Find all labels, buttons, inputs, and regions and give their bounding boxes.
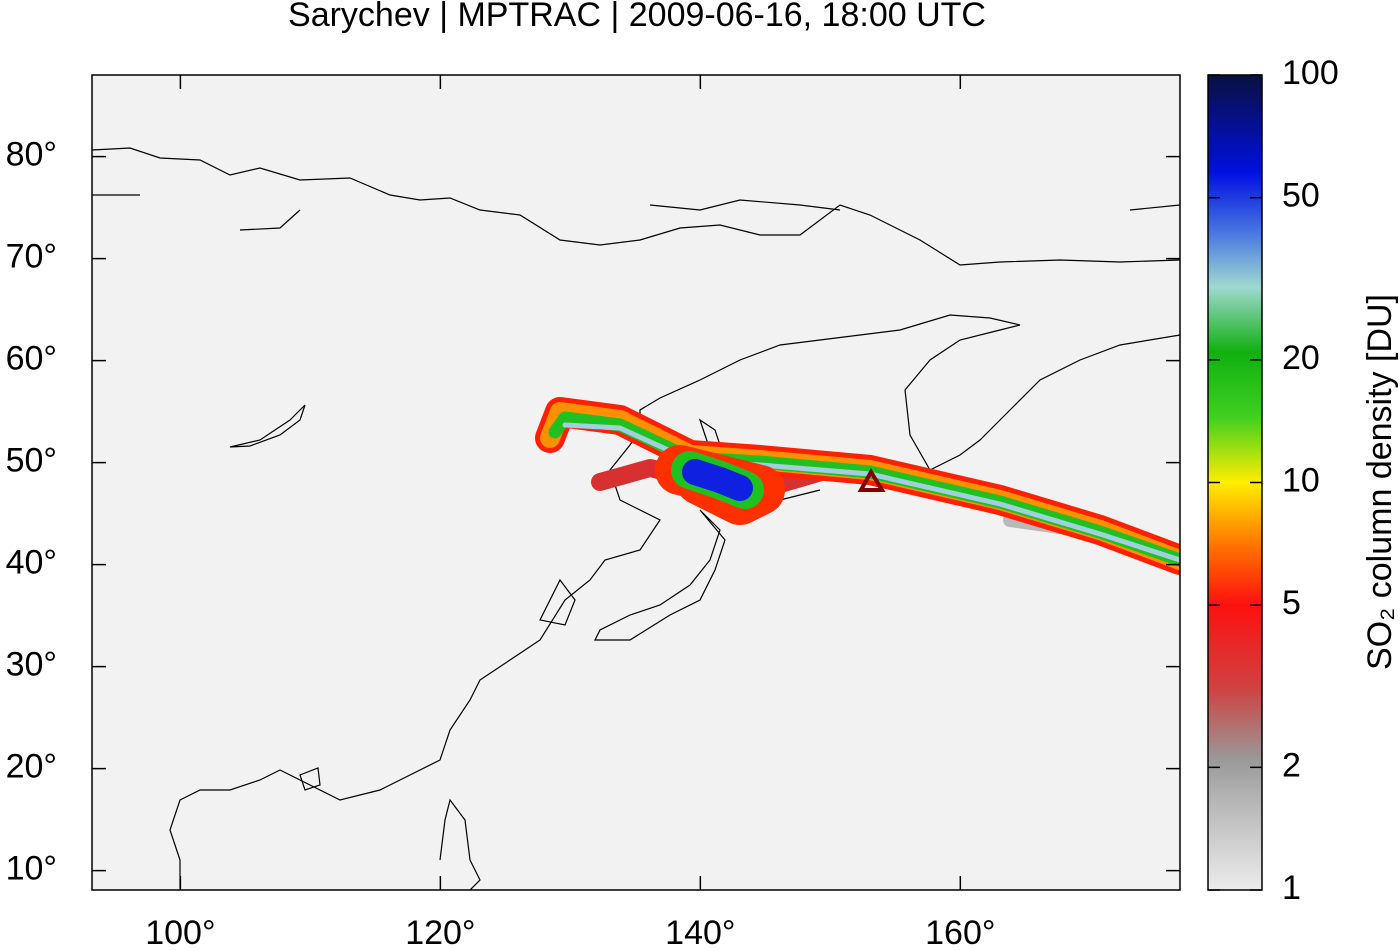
so2-plume bbox=[535, 397, 1180, 575]
y-tick-label: 50° bbox=[6, 442, 57, 480]
coastline bbox=[299, 767, 481, 890]
colorbar-tick-label: 1 bbox=[1282, 869, 1301, 907]
y-tick-label: 10° bbox=[6, 850, 57, 888]
x-tick-label: 140° bbox=[665, 914, 735, 950]
coastline bbox=[169, 314, 1180, 890]
colorbar-tick-label: 10 bbox=[1282, 461, 1320, 499]
y-tick-label: 70° bbox=[6, 238, 57, 276]
colorbar-tick-label: 5 bbox=[1282, 584, 1301, 622]
colorbar-label: SO₂ column density [DU] bbox=[1361, 294, 1399, 670]
colorbar-tick-label: 2 bbox=[1282, 746, 1301, 784]
y-tick-label: 40° bbox=[6, 544, 57, 582]
map-layer bbox=[92, 147, 1180, 890]
coastline bbox=[594, 509, 726, 641]
coastline bbox=[92, 147, 1180, 266]
y-tick-label: 20° bbox=[6, 748, 57, 786]
y-tick-label: 60° bbox=[6, 340, 57, 378]
colorbar-tick-label: 20 bbox=[1282, 339, 1320, 377]
chart-title: Sarychev | MPTRAC | 2009-06-16, 18:00 UT… bbox=[288, 0, 986, 34]
coastline bbox=[229, 404, 306, 448]
plot-area bbox=[92, 75, 1180, 890]
x-tick-label: 160° bbox=[925, 914, 995, 950]
y-tick-label: 30° bbox=[6, 646, 57, 684]
volcano-marker bbox=[857, 468, 886, 492]
coastline bbox=[92, 194, 301, 231]
x-tick-label: 120° bbox=[405, 914, 475, 950]
colorbar-tick-label: 50 bbox=[1282, 177, 1320, 215]
plot-frame bbox=[91, 74, 1181, 891]
colorbar-tick-label: 100 bbox=[1282, 54, 1339, 92]
x-tick-label: 100° bbox=[145, 914, 215, 950]
y-tick-label: 80° bbox=[6, 136, 57, 174]
coastline bbox=[649, 199, 1180, 211]
